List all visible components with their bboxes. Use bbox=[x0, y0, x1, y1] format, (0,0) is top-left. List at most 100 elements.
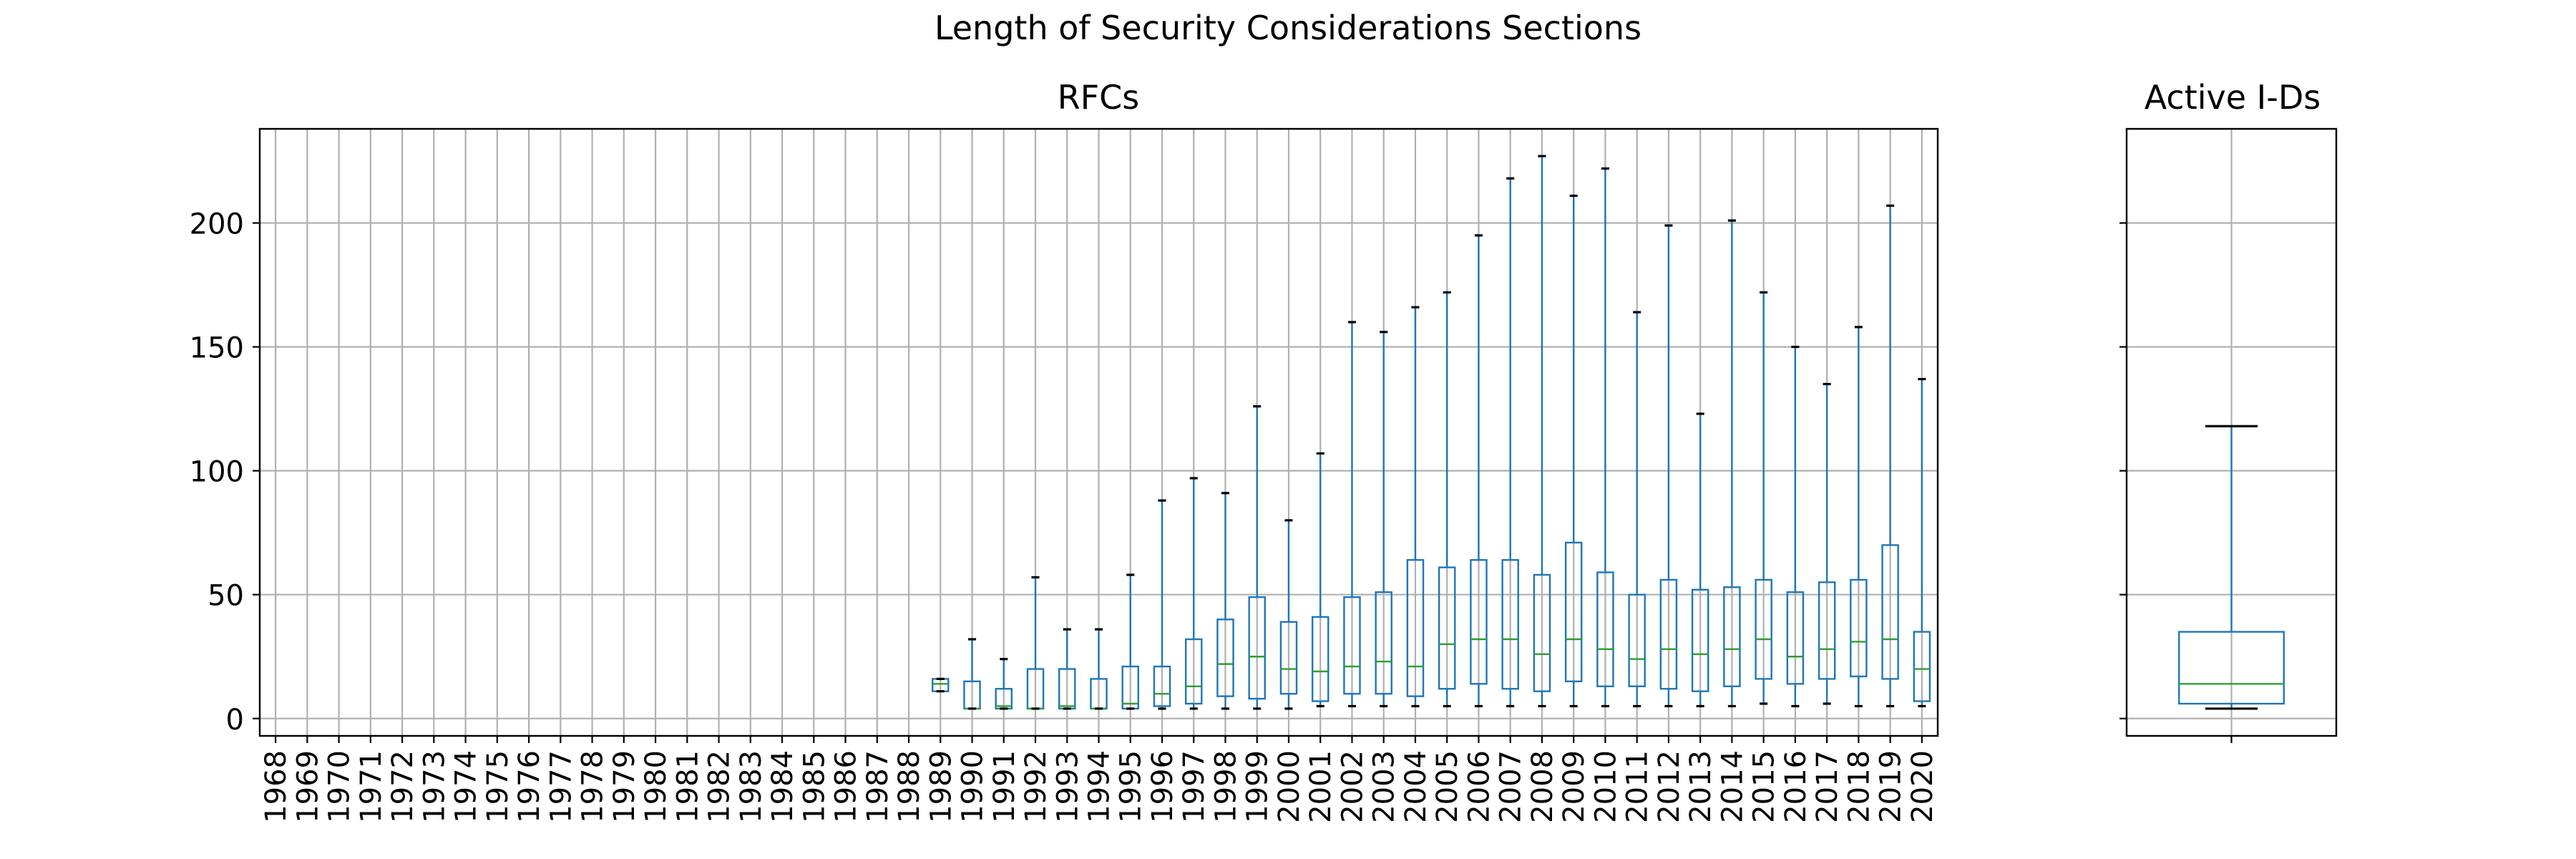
rfcs-box-2005 bbox=[1438, 291, 1456, 708]
rfcs-iqr-box bbox=[1913, 631, 1931, 702]
rfcs-ytick-label: 100 bbox=[190, 456, 244, 489]
rfcs-iqr-box bbox=[1691, 588, 1709, 692]
rfcs-xtick-label: 1971 bbox=[355, 750, 388, 823]
rfcs-box-2008 bbox=[1533, 155, 1551, 708]
rfcs-box-1994 bbox=[1090, 628, 1108, 710]
rfcs-box-1992 bbox=[1026, 576, 1045, 710]
rfcs-xtick-label: 2011 bbox=[1621, 750, 1654, 823]
rfcs-iqr-box bbox=[1659, 578, 1678, 690]
rfcs-ytick-label: 0 bbox=[226, 704, 244, 737]
rfcs-xtick-label: 2006 bbox=[1463, 750, 1496, 823]
rfcs-boxes bbox=[932, 155, 1931, 710]
rfcs-iqr-box bbox=[1248, 596, 1266, 700]
rfcs-xtick-label: 2003 bbox=[1368, 750, 1401, 823]
figure-suptitle: Length of Security Considerations Sectio… bbox=[935, 9, 1641, 47]
rfcs-box-1996 bbox=[1153, 499, 1171, 710]
rfcs-iqr-box bbox=[1818, 581, 1836, 680]
rfcs-xtick-label: 2007 bbox=[1495, 750, 1528, 823]
rfcs-xtick-label: 1977 bbox=[545, 750, 577, 823]
rfcs-gridlines bbox=[260, 129, 1938, 736]
rfcs-box-1998 bbox=[1216, 492, 1234, 710]
rfcs-xtick-label: 2019 bbox=[1875, 750, 1908, 823]
rfcs-ytick-label: 150 bbox=[190, 332, 244, 365]
rfcs-xtick-label: 1981 bbox=[671, 750, 704, 823]
rfcs-plot-frame bbox=[258, 127, 1939, 737]
rfcs-xtick-label: 1993 bbox=[1051, 750, 1084, 823]
rfcs-xtick-label: 1976 bbox=[513, 750, 546, 823]
rfcs-xtick-label: 1969 bbox=[291, 750, 324, 823]
rfcs-box-2015 bbox=[1755, 291, 1772, 705]
rfcs-box-1995 bbox=[1121, 573, 1140, 710]
rfcs-xtick-label: 1996 bbox=[1146, 750, 1179, 823]
rfcs-iqr-box bbox=[1216, 618, 1234, 697]
rfcs-xtick-label: 1991 bbox=[988, 750, 1021, 823]
active-ids-iqr-box bbox=[2178, 631, 2285, 705]
rfcs-iqr-box bbox=[1153, 665, 1171, 707]
rfcs-axis-ticks: 0 50 100 150 200 1968196919701971197219731974… bbox=[190, 208, 1939, 823]
rfcs-xtick-label: 2015 bbox=[1748, 750, 1781, 823]
active-ids-boxes bbox=[2178, 424, 2285, 710]
rfcs-panel: RFCs 05010015020019681969197019711972197… bbox=[190, 78, 1939, 823]
rfcs-xtick-label: 2010 bbox=[1589, 750, 1622, 823]
rfcs-box-1999 bbox=[1248, 405, 1266, 710]
active-ids-panel-title: Active I-Ds bbox=[2145, 78, 2321, 117]
rfcs-xtick-label: 2005 bbox=[1431, 750, 1464, 823]
rfcs-iqr-box bbox=[1533, 573, 1551, 692]
active-ids-axis-ticks bbox=[2119, 222, 2233, 743]
rfcs-box-1993 bbox=[1058, 628, 1076, 710]
rfcs-panel-title: RFCs bbox=[1058, 78, 1140, 117]
rfcs-iqr-box bbox=[1850, 578, 1868, 678]
rfcs-xtick-label: 2009 bbox=[1558, 750, 1591, 823]
active-ids-panel: Active I-Ds bbox=[2119, 78, 2338, 743]
rfcs-xtick-label: 2018 bbox=[1843, 750, 1875, 823]
rfcs-box-2010 bbox=[1596, 167, 1614, 708]
rfcs-xtick-label: 1980 bbox=[640, 750, 673, 823]
rfcs-box-2006 bbox=[1470, 234, 1488, 708]
rfcs-box-2000 bbox=[1279, 519, 1298, 710]
rfcs-box-2003 bbox=[1375, 331, 1392, 708]
rfcs-iqr-box bbox=[1564, 541, 1583, 683]
rfcs-iqr-box bbox=[1786, 591, 1805, 685]
rfcs-box-2004 bbox=[1406, 306, 1425, 708]
rfcs-box-2019 bbox=[1881, 204, 1899, 708]
rfcs-ytick-label: 200 bbox=[190, 208, 244, 241]
rfcs-xtick-label: 1995 bbox=[1115, 750, 1148, 823]
rfcs-xtick-label: 1979 bbox=[608, 750, 641, 823]
rfcs-box-1989 bbox=[932, 677, 950, 693]
rfcs-box-2007 bbox=[1501, 177, 1519, 708]
rfcs-xtick-label: 2020 bbox=[1906, 750, 1939, 823]
rfcs-iqr-box bbox=[1438, 566, 1456, 690]
rfcs-xtick-label: 1973 bbox=[418, 750, 451, 823]
rfcs-xtick-label: 1989 bbox=[924, 750, 957, 823]
rfcs-xtick-label: 1990 bbox=[957, 750, 990, 823]
rfcs-xtick-label: 2002 bbox=[1336, 750, 1369, 823]
rfcs-box-2009 bbox=[1564, 194, 1583, 708]
rfcs-xtick-label: 1994 bbox=[1083, 750, 1116, 823]
rfcs-xtick-label: 1982 bbox=[703, 750, 736, 823]
rfcs-iqr-box bbox=[1184, 638, 1203, 705]
rfcs-iqr-box bbox=[1755, 578, 1772, 680]
rfcs-xtick-label: 1983 bbox=[735, 750, 768, 823]
rfcs-xtick-label: 2008 bbox=[1526, 750, 1559, 823]
rfcs-iqr-box bbox=[1406, 559, 1425, 697]
rfcs-xtick-label: 1997 bbox=[1178, 750, 1211, 823]
rfcs-xtick-label: 2001 bbox=[1304, 750, 1337, 823]
rfcs-box-2016 bbox=[1786, 345, 1805, 708]
rfcs-box-2012 bbox=[1659, 224, 1678, 708]
rfcs-xtick-label: 1968 bbox=[260, 750, 293, 823]
rfcs-box-2001 bbox=[1311, 452, 1330, 708]
rfcs-iqr-box bbox=[1375, 591, 1392, 695]
rfcs-box-2018 bbox=[1850, 326, 1868, 708]
rfcs-iqr-box bbox=[1311, 616, 1330, 702]
rfcs-iqr-box bbox=[1343, 596, 1361, 695]
rfcs-xtick-label: 1988 bbox=[893, 750, 926, 823]
rfcs-xtick-label: 1986 bbox=[830, 750, 863, 823]
rfcs-xtick-label: 2013 bbox=[1684, 750, 1717, 823]
rfcs-xtick-label: 2012 bbox=[1653, 750, 1686, 823]
rfcs-box-1990 bbox=[963, 638, 981, 710]
rfcs-box-1997 bbox=[1184, 477, 1203, 710]
rfcs-xtick-label: 1998 bbox=[1209, 750, 1242, 823]
rfcs-iqr-box bbox=[1279, 621, 1298, 695]
rfcs-xtick-label: 1970 bbox=[323, 750, 356, 823]
